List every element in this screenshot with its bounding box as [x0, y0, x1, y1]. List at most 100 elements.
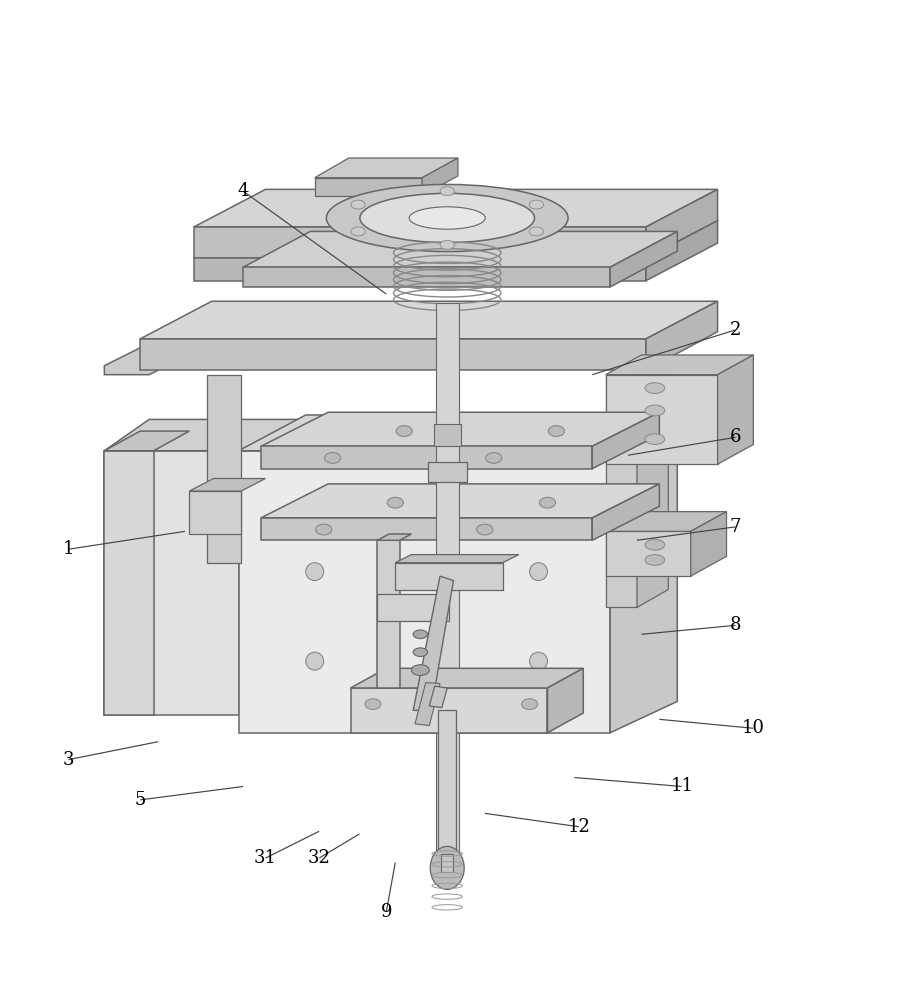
Polygon shape: [637, 357, 668, 607]
Ellipse shape: [351, 200, 365, 209]
Ellipse shape: [529, 200, 543, 209]
Polygon shape: [140, 339, 646, 370]
Ellipse shape: [305, 652, 323, 670]
Polygon shape: [436, 303, 459, 867]
Ellipse shape: [387, 497, 403, 508]
Ellipse shape: [413, 648, 427, 656]
Polygon shape: [610, 415, 677, 733]
Ellipse shape: [440, 240, 454, 249]
Polygon shape: [434, 424, 461, 446]
Text: 11: 11: [670, 777, 693, 795]
Polygon shape: [314, 158, 458, 178]
Polygon shape: [104, 431, 189, 451]
Text: 1: 1: [63, 540, 75, 558]
Polygon shape: [605, 375, 637, 607]
Ellipse shape: [645, 383, 665, 393]
Polygon shape: [243, 267, 610, 287]
Text: 5: 5: [135, 791, 145, 809]
Ellipse shape: [305, 563, 323, 581]
Ellipse shape: [522, 699, 538, 709]
Polygon shape: [377, 534, 411, 540]
Polygon shape: [593, 412, 659, 469]
Polygon shape: [610, 231, 677, 287]
Polygon shape: [548, 668, 584, 733]
Polygon shape: [239, 415, 677, 451]
Polygon shape: [605, 531, 691, 576]
Text: 2: 2: [730, 321, 741, 339]
Polygon shape: [605, 355, 753, 375]
Polygon shape: [605, 512, 726, 531]
Polygon shape: [243, 231, 677, 267]
Polygon shape: [415, 683, 440, 726]
Polygon shape: [350, 688, 548, 733]
Text: 9: 9: [381, 903, 392, 921]
Polygon shape: [438, 710, 456, 858]
Ellipse shape: [360, 193, 534, 243]
Text: 32: 32: [308, 849, 330, 867]
Polygon shape: [691, 512, 726, 576]
Polygon shape: [646, 301, 718, 370]
Text: 3: 3: [63, 751, 75, 769]
Ellipse shape: [540, 497, 556, 508]
Text: 7: 7: [730, 518, 741, 536]
Ellipse shape: [413, 630, 427, 639]
Ellipse shape: [430, 846, 464, 889]
Polygon shape: [395, 555, 519, 563]
Ellipse shape: [326, 184, 568, 252]
Polygon shape: [441, 854, 453, 872]
Polygon shape: [239, 451, 610, 733]
Text: 4: 4: [237, 182, 249, 200]
Ellipse shape: [645, 539, 665, 550]
Ellipse shape: [411, 665, 429, 675]
Ellipse shape: [351, 227, 365, 236]
Polygon shape: [429, 686, 447, 708]
Polygon shape: [261, 484, 659, 518]
Polygon shape: [104, 419, 305, 451]
Polygon shape: [194, 227, 646, 258]
Ellipse shape: [409, 207, 485, 229]
Polygon shape: [207, 375, 242, 563]
Ellipse shape: [530, 652, 548, 670]
Polygon shape: [189, 479, 266, 491]
Polygon shape: [104, 451, 154, 715]
Ellipse shape: [365, 699, 381, 709]
Text: 12: 12: [568, 818, 590, 836]
Ellipse shape: [324, 453, 340, 463]
Polygon shape: [261, 446, 593, 469]
Polygon shape: [593, 484, 659, 540]
Text: 8: 8: [730, 616, 741, 634]
Ellipse shape: [645, 434, 665, 444]
Polygon shape: [140, 301, 718, 339]
Polygon shape: [605, 375, 718, 464]
Polygon shape: [646, 189, 718, 258]
Polygon shape: [194, 189, 718, 227]
Polygon shape: [377, 594, 449, 621]
Polygon shape: [350, 668, 584, 688]
Text: 6: 6: [730, 428, 741, 446]
Polygon shape: [104, 451, 239, 715]
Ellipse shape: [645, 405, 665, 416]
Polygon shape: [413, 576, 453, 710]
Polygon shape: [427, 462, 467, 482]
Text: 10: 10: [742, 719, 765, 737]
Polygon shape: [261, 518, 593, 540]
Polygon shape: [377, 540, 400, 688]
Ellipse shape: [486, 453, 502, 463]
Text: 31: 31: [254, 849, 277, 867]
Polygon shape: [646, 221, 718, 281]
Polygon shape: [189, 491, 242, 534]
Ellipse shape: [396, 426, 412, 436]
Polygon shape: [194, 258, 646, 281]
Ellipse shape: [315, 524, 331, 535]
Polygon shape: [395, 563, 503, 590]
Ellipse shape: [440, 187, 454, 196]
Polygon shape: [314, 178, 422, 196]
Polygon shape: [104, 348, 189, 375]
Ellipse shape: [645, 555, 665, 565]
Ellipse shape: [549, 426, 565, 436]
Ellipse shape: [530, 563, 548, 581]
Polygon shape: [718, 355, 753, 464]
Polygon shape: [422, 158, 458, 196]
Polygon shape: [261, 412, 659, 446]
Ellipse shape: [477, 524, 493, 535]
